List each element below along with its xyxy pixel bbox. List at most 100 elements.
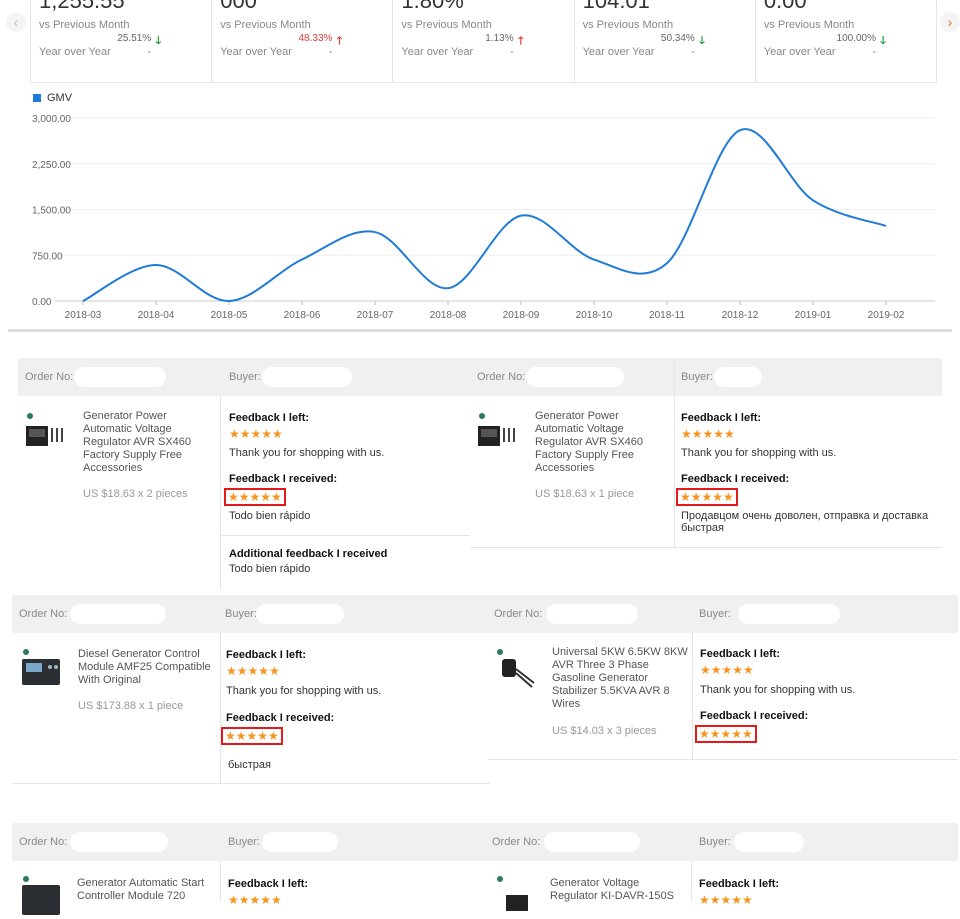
redacted-buyer bbox=[262, 367, 352, 387]
next-arrow-icon[interactable]: › bbox=[940, 12, 960, 32]
kpi-yoy-label: Year over Year bbox=[220, 46, 292, 58]
order-no-label: Order No: bbox=[25, 371, 73, 383]
kpi-pct: 50.34% bbox=[661, 33, 695, 44]
y-tick-label: 2,250.00 bbox=[32, 160, 71, 171]
additional-feedback-text: Todo bien rápido bbox=[229, 563, 310, 575]
kpi-yoy-label: Year over Year bbox=[583, 46, 655, 58]
order-no-label: Order No: bbox=[19, 836, 67, 848]
order-no-label: Order No: bbox=[492, 836, 540, 848]
star-rating-left: ★★★★★ bbox=[681, 427, 735, 441]
feedback-left-text: Thank you for shopping with us. bbox=[226, 685, 381, 697]
y-tick-label: 1,500.00 bbox=[32, 206, 71, 217]
x-tick-label: 2018-05 bbox=[211, 310, 248, 321]
star-rating-left: ★★★★★ bbox=[699, 893, 753, 907]
prev-arrow-icon[interactable]: ‹ bbox=[6, 12, 26, 32]
product-price: US $14.03 x 3 pieces bbox=[552, 725, 657, 737]
column-divider bbox=[692, 633, 693, 760]
kpi-value: 0.00 bbox=[764, 0, 807, 14]
star-rating-left: ★★★★★ bbox=[226, 664, 280, 678]
kpi-strip: 1,255.55 vs Previous Month 25.51% 🡓 Year… bbox=[30, 0, 937, 83]
product-name[interactable]: Generator Voltage Regulator KI-DAVR-150S bbox=[550, 877, 685, 903]
product-thumbnail[interactable] bbox=[494, 875, 538, 919]
buyer-label: Buyer: bbox=[229, 371, 261, 383]
feedback-received-text: быстрая bbox=[228, 759, 271, 771]
arrow-up-icon: 🡑 bbox=[337, 32, 343, 51]
order-card: Order No: Buyer: Generator Power Automat… bbox=[18, 358, 470, 590]
product-thumbnail[interactable] bbox=[20, 875, 64, 919]
x-tick-label: 2018-08 bbox=[430, 310, 467, 321]
kpi-pct: 25.51% bbox=[117, 33, 151, 44]
kpi-card: 104.01 vs Previous Month 50.34% 🡓 Year o… bbox=[575, 0, 756, 82]
kpi-value: 000 bbox=[220, 0, 257, 14]
buyer-label: Buyer: bbox=[228, 836, 260, 848]
product-price: US $18.63 x 1 piece bbox=[535, 488, 634, 500]
product-thumbnail[interactable] bbox=[20, 647, 64, 691]
feedback-left-text: Thank you for shopping with us. bbox=[681, 447, 836, 459]
order-card: Order No: Buyer: Generator Voltage Regul… bbox=[486, 823, 958, 901]
product-thumbnail[interactable] bbox=[24, 410, 68, 454]
star-rating-received: ★★★★★ bbox=[695, 725, 757, 743]
arrow-up-icon: 🡑 bbox=[518, 32, 524, 51]
redacted-order-no bbox=[70, 604, 166, 624]
kpi-yoy: - bbox=[510, 46, 514, 58]
feedback-left-heading: Feedback I left: bbox=[681, 412, 761, 424]
kpi-yoy: - bbox=[691, 46, 695, 58]
buyer-label: Buyer: bbox=[681, 371, 713, 383]
product-thumbnail[interactable] bbox=[476, 410, 520, 454]
row-divider bbox=[488, 759, 958, 760]
product-name[interactable]: Generator Automatic Start Controller Mod… bbox=[77, 877, 217, 903]
y-tick-label: 0.00 bbox=[32, 297, 52, 308]
product-thumbnail[interactable] bbox=[494, 647, 538, 691]
kpi-card: 1.80% vs Previous Month 1.13% 🡑 Year ove… bbox=[393, 0, 574, 82]
redacted-order-no bbox=[544, 832, 640, 852]
product-name[interactable]: Generator Power Automatic Voltage Regula… bbox=[83, 410, 203, 475]
feedback-left-heading: Feedback I left: bbox=[226, 649, 306, 661]
arrow-down-icon: 🡓 bbox=[155, 32, 161, 51]
star-rating-received: ★★★★★ bbox=[224, 488, 286, 506]
product-name[interactable]: Universal 5KW 6.5KW 8KW AVR Three 3 Phas… bbox=[552, 646, 690, 711]
star-rating-left: ★★★★★ bbox=[228, 893, 282, 907]
kpi-yoy-label: Year over Year bbox=[764, 46, 836, 58]
kpi-value: 1.80% bbox=[401, 0, 463, 14]
feedback-received-heading: Feedback I received: bbox=[226, 712, 334, 724]
redacted-order-no bbox=[74, 367, 166, 387]
x-tick-label: 2018-10 bbox=[576, 310, 613, 321]
feedback-left-text: Thank you for shopping with us. bbox=[229, 447, 384, 459]
kpi-yoy: - bbox=[872, 46, 876, 58]
x-tick-label: 2019-01 bbox=[795, 310, 832, 321]
additional-feedback-heading: Additional feedback I received bbox=[229, 548, 387, 560]
arrow-down-icon: 🡓 bbox=[699, 32, 705, 51]
kpi-value: 104.01 bbox=[583, 0, 650, 14]
kpi-pct: 100.00% bbox=[837, 33, 876, 44]
star-rating-received: ★★★★★ bbox=[221, 727, 283, 745]
kpi-yoy-label: Year over Year bbox=[39, 46, 111, 58]
x-tick-label: 2018-12 bbox=[722, 310, 759, 321]
redacted-order-no bbox=[546, 604, 638, 624]
kpi-vs-label: vs Previous Month bbox=[401, 19, 491, 31]
redacted-buyer bbox=[734, 832, 804, 852]
order-card: Order No: Buyer: Universal 5KW 6.5KW 8KW… bbox=[488, 595, 958, 760]
kpi-vs-label: vs Previous Month bbox=[39, 19, 129, 31]
kpi-value: 1,255.55 bbox=[39, 0, 125, 14]
feedback-received-text: Todo bien rápido bbox=[229, 510, 310, 522]
kpi-vs-label: vs Previous Month bbox=[220, 19, 310, 31]
column-divider bbox=[220, 861, 221, 901]
buyer-label: Buyer: bbox=[225, 608, 257, 620]
kpi-card: 0.00 vs Previous Month 100.00% 🡓 Year ov… bbox=[756, 0, 936, 82]
order-no-label: Order No: bbox=[477, 371, 525, 383]
section-divider bbox=[8, 329, 952, 332]
legend-label[interactable]: GMV bbox=[47, 92, 72, 104]
order-card: Order No: Buyer: Diesel Generator Contro… bbox=[12, 595, 490, 785]
row-divider bbox=[220, 535, 470, 536]
row-divider bbox=[470, 547, 942, 548]
redacted-order-no bbox=[70, 832, 168, 852]
product-name[interactable]: Generator Power Automatic Voltage Regula… bbox=[535, 410, 655, 475]
row-divider bbox=[12, 783, 490, 784]
redacted-buyer bbox=[738, 604, 840, 624]
product-name[interactable]: Diesel Generator Control Module AMF25 Co… bbox=[78, 648, 213, 687]
kpi-vs-label: vs Previous Month bbox=[764, 19, 854, 31]
legend-swatch bbox=[33, 94, 41, 102]
kpi-card: 000 vs Previous Month 48.33% 🡑 Year over… bbox=[212, 0, 393, 82]
star-rating-received: ★★★★★ bbox=[676, 488, 738, 506]
x-tick-label: 2019-02 bbox=[868, 310, 905, 321]
